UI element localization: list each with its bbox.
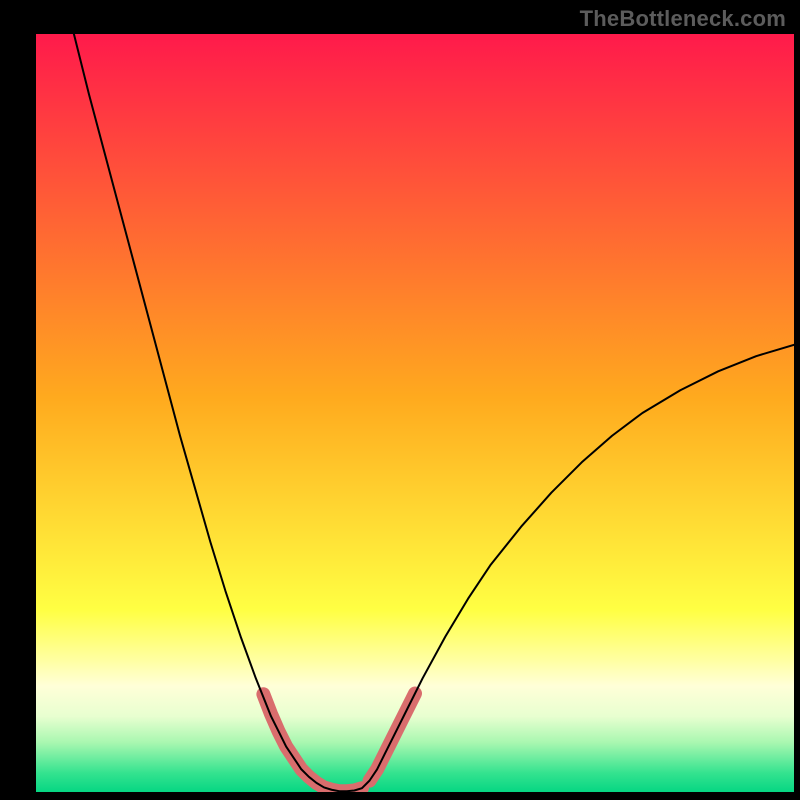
bottleneck-curve <box>74 34 794 791</box>
overlay-segments <box>263 693 415 791</box>
overlay-segment <box>263 694 362 791</box>
watermark-text: TheBottleneck.com <box>580 6 786 32</box>
chart-svg <box>36 34 794 792</box>
plot-area <box>36 34 794 792</box>
